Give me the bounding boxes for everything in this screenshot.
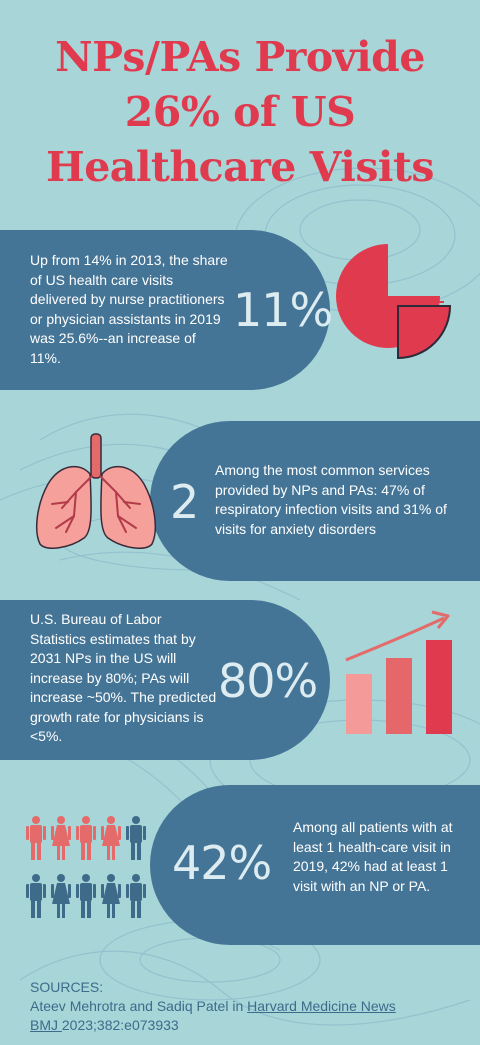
sources-citation: 2023;382:e073933: [61, 1017, 179, 1033]
stat-panel-1: [0, 230, 330, 390]
stat-4-number: 42%: [172, 836, 272, 890]
title-line-2: 26% of US: [124, 88, 356, 136]
title-line-1: NPs/PAs Provide: [55, 33, 425, 81]
title-line-3: Healthcare Visits: [45, 143, 435, 191]
sources-label: SOURCES:: [30, 979, 104, 995]
stat-3-text: U.S. Bureau of Labor Statistics estimate…: [30, 611, 217, 744]
stat-1-number: 11%: [233, 283, 333, 337]
page-title: NPs/PAs Provide 26% of US Healthcare Vis…: [0, 30, 480, 195]
sources-line-1: Ateev Mehrotra and Sadiq Patel in Harvar…: [30, 997, 470, 1016]
stat-4-text: Among all patients with at least 1 healt…: [293, 819, 453, 894]
growth-bar-chart-icon: [345, 610, 452, 734]
sources-line-2: BMJ 2023;382:e073933: [30, 1016, 470, 1035]
sources-authors: Ateev Mehrotra and Sadiq Patel in: [30, 998, 248, 1014]
harvard-medicine-news-link[interactable]: Harvard Medicine News: [247, 998, 396, 1014]
bmj-link[interactable]: BMJ: [30, 1017, 62, 1033]
pie-chart-icon: [336, 244, 452, 360]
lungs-icon: [35, 433, 157, 550]
stat-panel-2: [150, 421, 480, 581]
stat-panel-3: [0, 600, 330, 760]
stat-1-text: Up from 14% in 2013, the share of US hea…: [30, 252, 228, 366]
sources: SOURCES: Ateev Mehrotra and Sadiq Patel …: [30, 978, 470, 1035]
stat-3-number: 80%: [218, 654, 318, 708]
stat-panel-4: [150, 785, 480, 945]
stat-2-number: 2: [170, 475, 199, 529]
stat-2-text: Among the most common services provided …: [215, 462, 447, 537]
people-icon: [26, 816, 146, 918]
